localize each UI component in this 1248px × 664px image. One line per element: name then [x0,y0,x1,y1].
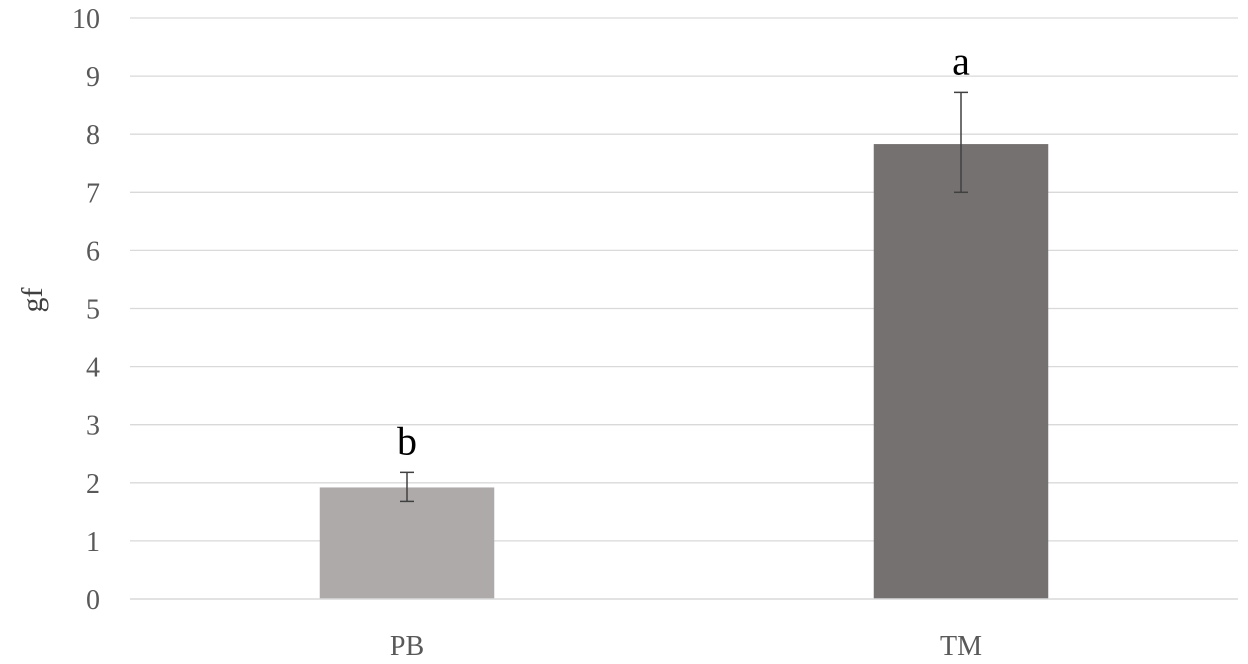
bar-pb [319,487,495,599]
gridlines [130,17,1238,542]
y-tick-label: 5 [86,295,100,326]
y-tick-label: 4 [86,353,100,384]
y-tick-label: 0 [86,585,100,616]
x-axis-ticks: PB TM [390,631,982,662]
y-tick-label: 9 [86,62,100,93]
significance-label-pb: b [397,418,417,463]
y-tick-label: 2 [86,469,100,500]
bars [319,144,1049,599]
y-tick-label: 7 [86,178,100,209]
significance-labels: ba [397,38,970,463]
y-axis-label: gf [16,288,49,313]
y-tick-label: 10 [72,4,100,35]
x-tick-label-pb: PB [390,631,424,662]
y-tick-label: 6 [86,236,100,267]
error-bars [400,91,968,503]
y-tick-label: 1 [86,527,100,558]
x-tick-label-tm: TM [940,631,982,662]
y-tick-label: 3 [86,411,100,442]
y-tick-label: 8 [86,120,100,151]
y-axis-ticks: 0 1 2 3 4 5 6 7 8 9 10 [72,4,100,616]
significance-label-tm: a [952,38,970,83]
bar-tm [873,144,1049,599]
